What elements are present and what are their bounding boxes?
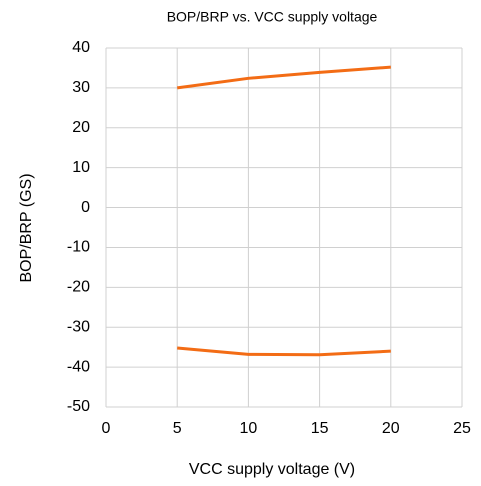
- x-tick-label: 5: [173, 420, 182, 437]
- x-tick-label: 20: [382, 420, 400, 437]
- y-axis-label: BOP/BRP (GS): [18, 173, 35, 282]
- data-line: [177, 346, 391, 357]
- x-tick-label: 15: [311, 420, 329, 437]
- y-tick-label: 10: [72, 159, 90, 176]
- x-tick-label: 0: [102, 420, 111, 437]
- y-tick-label: 20: [72, 119, 90, 136]
- x-tick-label: 10: [240, 420, 258, 437]
- chart-title: BOP/BRP vs. VCC supply voltage: [167, 9, 378, 25]
- x-tick-label: 25: [453, 420, 471, 437]
- data-line: [177, 65, 391, 90]
- x-axis-label: VCC supply voltage (V): [189, 461, 355, 478]
- y-tick-label: -20: [67, 279, 90, 296]
- y-tick-label: -10: [67, 239, 90, 256]
- y-tick-label: 0: [81, 199, 90, 216]
- y-tick-label: -30: [67, 318, 90, 335]
- y-tick-label: -50: [67, 398, 90, 415]
- y-tick-label: 40: [72, 39, 90, 56]
- y-tick-label: 30: [72, 79, 90, 96]
- y-tick-label: -40: [67, 358, 90, 375]
